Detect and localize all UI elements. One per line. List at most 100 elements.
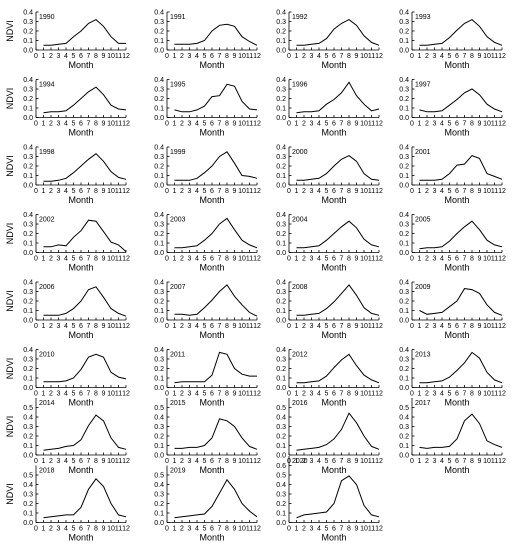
y-tick-label: 0.4	[23, 77, 33, 84]
x-axis-label: Month	[199, 263, 224, 273]
x-axis-label: Month	[199, 195, 224, 205]
x-tick-label: 9	[233, 188, 237, 195]
x-tick-label: 8	[94, 323, 98, 330]
panel-title: 2013	[415, 352, 431, 359]
y-tick-label: 0.1	[276, 106, 286, 113]
x-tick-label: 9	[478, 256, 482, 263]
y-tick-label: 0.0	[23, 385, 33, 392]
x-tick-label: 7	[218, 458, 222, 465]
x-tick-label: 3	[433, 53, 437, 60]
y-tick-label: 0.3	[276, 492, 286, 499]
x-axis-label: Month	[68, 195, 93, 205]
x-tick-label: 8	[470, 53, 474, 60]
x-tick-label: 10	[238, 256, 246, 263]
y-tick-label: 0.0	[276, 520, 286, 527]
panel-2014: 0.00.10.20.30.40.50 1 2 3 4 5 6 7 8 9 10 11 122014Mo…	[5, 398, 130, 475]
x-tick-label: 12	[122, 53, 130, 60]
y-tick-label: 0.3	[276, 154, 286, 161]
y-tick-label: 0.3	[154, 154, 164, 161]
x-tick-label: 8	[225, 121, 229, 128]
x-tick-label: 7	[340, 323, 344, 330]
panel-title: 1990	[39, 14, 55, 21]
x-tick-label: 12	[122, 256, 130, 263]
panel-title: 2008	[292, 284, 308, 291]
x-tick-label: 1	[418, 121, 422, 128]
y-tick-label: 0.0	[399, 115, 409, 122]
y-tick-label: 0.2	[154, 231, 164, 238]
x-tick-label: 4	[195, 121, 199, 128]
x-tick-label: 9	[478, 188, 482, 195]
x-tick-label: 2	[180, 391, 184, 398]
y-axis-label: NDVI	[5, 20, 15, 42]
x-tick-label: 8	[347, 53, 351, 60]
panel-title: 1994	[39, 82, 55, 89]
x-tick-label: 0	[410, 391, 414, 398]
x-tick-label: 7	[218, 526, 222, 533]
x-tick-label: 7	[87, 458, 91, 465]
y-tick-label: 0.1	[154, 308, 164, 315]
x-tick-label: 9	[102, 458, 106, 465]
x-tick-label: 6	[455, 188, 459, 195]
x-tick-label: 2	[49, 256, 53, 263]
x-tick-label: 2	[425, 256, 429, 263]
y-tick-label: 0.0	[154, 48, 164, 55]
y-tick-label: 0.4	[276, 77, 286, 84]
y-tick-label: 0.2	[276, 96, 286, 103]
x-tick-label: 10	[107, 458, 115, 465]
y-tick-label: 0.4	[399, 10, 409, 17]
x-tick-label: 5	[448, 121, 452, 128]
y-tick-label: 0.4	[23, 145, 33, 152]
x-tick-label: 8	[347, 256, 351, 263]
y-tick-label: 0.4	[399, 280, 409, 287]
panel-title: 2012	[292, 352, 308, 359]
x-tick-label: 12	[498, 53, 506, 60]
x-tick-label: 2	[425, 188, 429, 195]
x-tick-label: 2	[49, 121, 53, 128]
ndvi-series-line	[419, 413, 503, 449]
x-tick-label: 8	[347, 391, 351, 398]
x-tick-label: 2	[180, 53, 184, 60]
x-tick-label: 10	[107, 323, 115, 330]
panel-title: 2004	[292, 217, 308, 224]
x-tick-label: 7	[340, 458, 344, 465]
y-tick-label: 0.2	[276, 231, 286, 238]
x-tick-label: 0	[34, 256, 38, 263]
y-tick-label: 0.3	[23, 19, 33, 26]
x-tick-label: 6	[332, 256, 336, 263]
x-tick-label: 9	[233, 526, 237, 533]
x-tick-label: 0	[165, 121, 169, 128]
x-tick-label: 3	[188, 256, 192, 263]
x-tick-label: 4	[317, 323, 321, 330]
x-tick-label: 3	[433, 121, 437, 128]
x-tick-label: 3	[57, 256, 61, 263]
y-tick-label: 0.3	[23, 289, 33, 296]
x-tick-label: 9	[478, 121, 482, 128]
y-tick-label: 0.0	[23, 48, 33, 55]
x-tick-label: 4	[440, 391, 444, 398]
y-tick-label: 0.2	[23, 231, 33, 238]
ndvi-series-line	[43, 153, 127, 182]
panel-title: 2014	[39, 400, 55, 407]
ndvi-series-line	[43, 478, 127, 519]
y-axis-label: NDVI	[5, 88, 15, 110]
y-tick-label: 0.4	[399, 212, 409, 219]
x-tick-label: 2	[302, 53, 306, 60]
x-tick-label: 11	[368, 121, 375, 128]
x-tick-label: 8	[225, 256, 229, 263]
x-tick-label: 1	[418, 323, 422, 330]
y-tick-label: 0.3	[399, 87, 409, 94]
x-tick-label: 0	[287, 323, 291, 330]
y-tick-label: 0.3	[154, 19, 164, 26]
x-tick-label: 1	[42, 391, 46, 398]
y-tick-label: 0.1	[154, 106, 164, 113]
y-axis-label: NDVI	[5, 290, 15, 312]
x-tick-label: 4	[195, 391, 199, 398]
x-tick-label: 4	[195, 188, 199, 195]
y-tick-label: 0.2	[23, 501, 33, 508]
y-tick-label: 0.4	[276, 10, 286, 17]
x-tick-label: 5	[203, 323, 207, 330]
